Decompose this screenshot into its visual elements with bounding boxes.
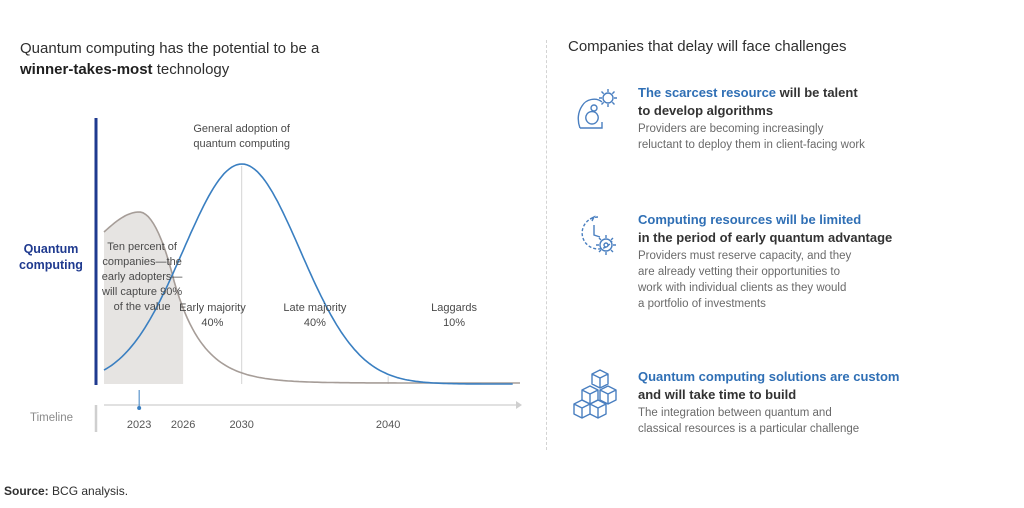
talent-desc-line: reluctant to deploy them in client-facin…: [638, 139, 865, 151]
talent-title-line2: to develop algorithms: [638, 103, 774, 118]
x-tick-label: 2023: [127, 419, 151, 431]
headline-bold: winner-takes-most: [20, 61, 153, 78]
segment-label-early-adopters: Ten percent of companies—the early adopter…: [87, 240, 197, 315]
segment-label-early-majority: Early majority 40%: [162, 301, 262, 331]
headline-line1: Quantum computing has the potential to b…: [20, 40, 320, 57]
year-2023-marker-dot: [137, 406, 142, 410]
segment-label-line: 40%: [303, 317, 326, 329]
annotation-line: General adoption of: [193, 123, 290, 135]
computing-title-line2: in the period of early quantum advantage: [638, 230, 893, 245]
segment-label-line: Laggards: [431, 302, 478, 314]
adoption-chart: 2023 2026 2030 2040: [94, 118, 522, 432]
computing-desc-line: Providers must reserve capacity, and the…: [638, 250, 852, 262]
custom-desc-line: classical resources is a particular chal…: [638, 423, 860, 435]
talent-title: The scarcest resource will be talent: [638, 84, 1013, 102]
source-label: Source:: [4, 484, 49, 498]
adoption-bell-curve: [103, 163, 513, 385]
segment-label-line: 10%: [443, 317, 466, 329]
segment-label-line: Ten percent of: [107, 241, 177, 253]
talent-title-rest: will be talent: [776, 85, 858, 100]
talent-gear-icon: [577, 89, 617, 129]
computing-description: Providers must reserve capacity, and the…: [638, 248, 1013, 312]
computing-title-highlight: Computing resources will be limited: [638, 212, 862, 227]
x-tick-label: 2026: [171, 419, 195, 431]
y-axis-label-line2: computing: [19, 258, 83, 272]
talent-description: Providers are becoming increasingly relu…: [638, 121, 1013, 153]
computing-desc-line: a portfolio of investments: [638, 298, 766, 310]
general-adoption-annotation: General adoption of quantum computing: [172, 122, 312, 152]
custom-desc-line: The integration between quantum and: [638, 407, 832, 419]
custom-title: Quantum computing solutions are custom: [638, 368, 1013, 386]
segment-label-laggards: Laggards 10%: [414, 301, 494, 331]
custom-title-line2: and will take time to build: [638, 387, 797, 402]
cubes-icon: [573, 369, 617, 419]
headline-rest: technology: [152, 61, 230, 78]
computing-title: Computing resources will be limited: [638, 211, 1013, 229]
source-text: BCG analysis.: [48, 484, 129, 498]
timeline-label: Timeline: [30, 412, 74, 424]
segment-label-line: companies—the: [102, 256, 182, 268]
segment-label-late-majority: Late majority 40%: [265, 301, 365, 331]
talent-desc-line: Providers are becoming increasingly: [638, 123, 824, 135]
talent-title-highlight: The scarcest resource: [638, 85, 777, 100]
x-tick-label: 2030: [229, 419, 253, 431]
right-heading: Companies that delay will face challenge…: [568, 38, 847, 55]
source-note: Source: BCG analysis.: [4, 484, 128, 498]
segment-label-line: 40%: [201, 317, 224, 329]
timeline-arrow-icon: [516, 401, 522, 409]
column-divider: [546, 40, 547, 450]
segment-label-line: of the value: [113, 301, 171, 313]
computing-desc-line: work with individual clients as they wou…: [638, 282, 847, 294]
segment-label-line: early adopters—: [101, 271, 183, 283]
left-headline: Quantum computing has the potential to b…: [20, 38, 319, 80]
headline-line2: winner-takes-most technology: [20, 59, 319, 80]
clock-gear-icon: [581, 215, 616, 255]
custom-description: The integration between quantum and clas…: [638, 405, 1013, 437]
y-axis-label-line1: Quantum: [23, 242, 79, 256]
x-tick-label: 2040: [376, 419, 400, 431]
segment-label-line: Early majority: [179, 302, 246, 314]
early-adopters-shaded-area: [104, 212, 184, 384]
segment-label-line: will capture 90%: [102, 286, 183, 298]
annotation-line: quantum computing: [193, 138, 290, 150]
y-axis-label: Quantum computing: [10, 241, 92, 273]
computing-desc-line: are already vetting their opportunities …: [638, 266, 841, 278]
segment-label-line: Late majority: [283, 302, 347, 314]
custom-title-highlight: Quantum computing solutions are custom: [638, 369, 900, 384]
